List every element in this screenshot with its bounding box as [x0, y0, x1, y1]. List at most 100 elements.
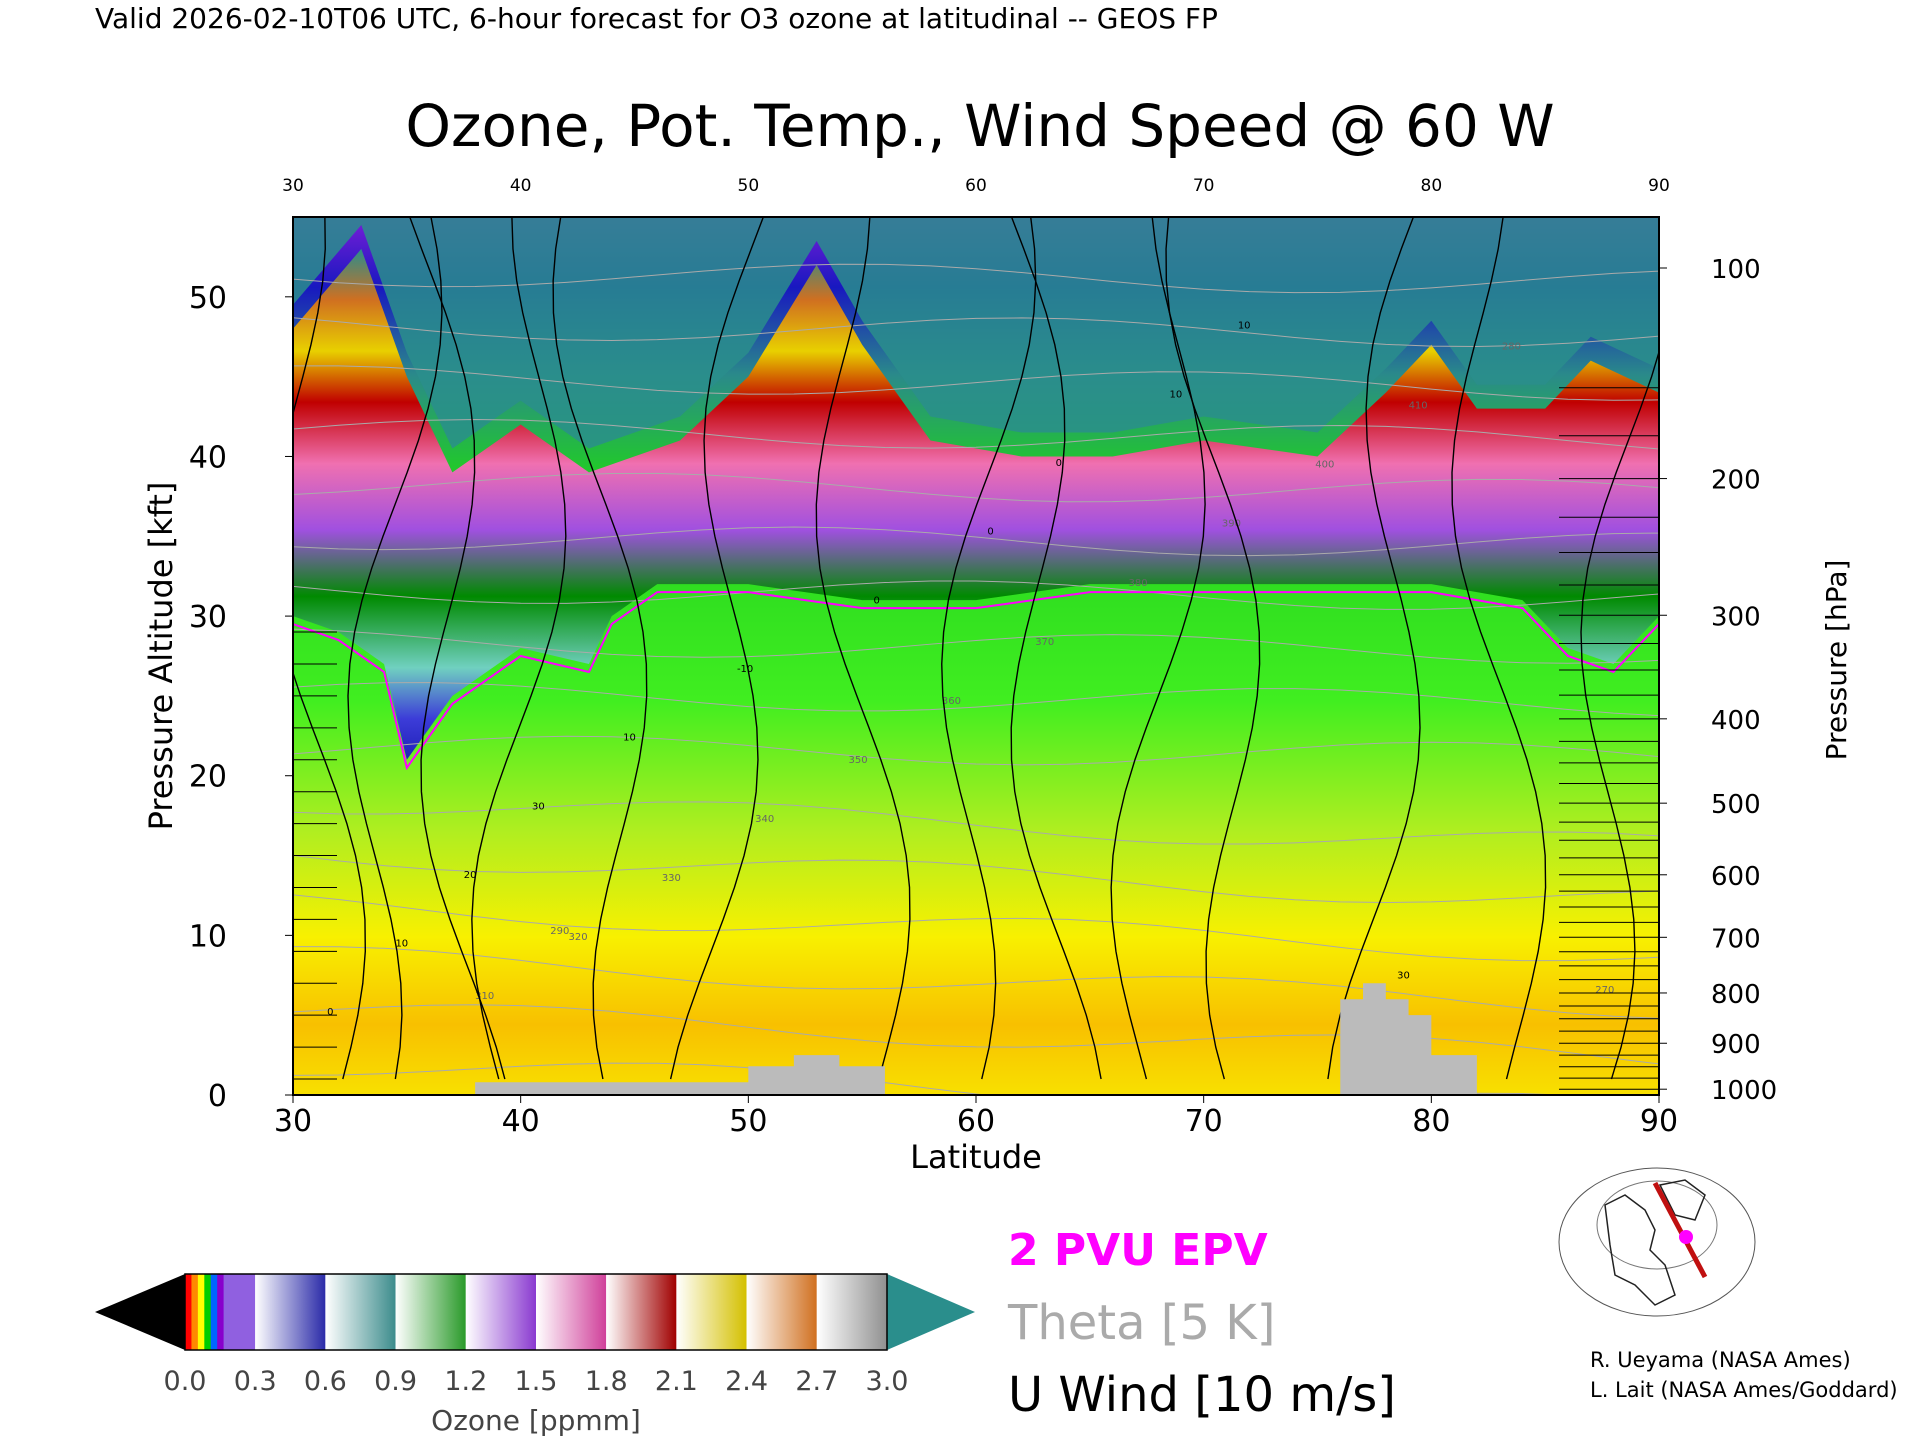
theta-label: 290 [550, 926, 569, 937]
colorbar-tick-label: 0.3 [234, 1366, 277, 1397]
y2-tick-label: 400 [1711, 706, 1761, 736]
colorbar-tick-label: 1.8 [585, 1366, 628, 1397]
wind-contour [409, 217, 506, 1080]
wind-contour [1010, 217, 1102, 1080]
theta-label: 380 [1129, 578, 1148, 589]
colorbar-frame [184, 1273, 888, 1351]
colorbar-block [746, 1274, 817, 1350]
map-coastline [1658, 1179, 1706, 1221]
credits: R. Ueyama (NASA Ames) L. Lait (NASA Ames… [1590, 1345, 1898, 1405]
colorbar-tick-label: 2.1 [655, 1366, 698, 1397]
theta-label: 350 [849, 755, 868, 766]
y-axis-label: Pressure Altitude [kft] [142, 482, 180, 831]
theta-contour [293, 946, 1659, 1019]
u-wind-contours: 0 10 20 30 10 -10 0 0 0 10 10 30 [293, 217, 1659, 1080]
colorbar-rainbow-cell [223, 1274, 256, 1350]
colorbar-block [255, 1274, 326, 1350]
wind-label: 10 [623, 733, 636, 744]
upper-ozone-layer [293, 217, 1659, 449]
x-tick-label: 80 [1412, 1104, 1450, 1139]
x-top-tick-label: 30 [282, 176, 304, 196]
theta-contour [293, 894, 1659, 962]
colorbar-block [676, 1274, 747, 1350]
colorbar-rainbow-block [185, 1274, 256, 1350]
wind-label: 20 [464, 870, 477, 881]
colorbar-block [395, 1274, 466, 1350]
theta-label: 370 [1035, 637, 1054, 648]
x-top-tick-label: 50 [738, 176, 760, 196]
y2-tick-label: 700 [1711, 924, 1761, 954]
wind-label: 0 [874, 595, 880, 606]
y2-tick-label: 500 [1711, 790, 1761, 820]
y-tick-label: 40 [189, 440, 227, 475]
colorbar-block [606, 1274, 677, 1350]
colorbar-label: Ozone [ppmm] [431, 1404, 641, 1437]
x-top-tick-label: 60 [965, 176, 987, 196]
colorbar-tick-label: 2.4 [725, 1366, 768, 1397]
theta-label: 400 [1315, 460, 1334, 471]
ozone-colorbar: 0.0 0.3 0.6 0.9 1.2 1.5 1.8 2.1 2.4 2.7 3.0 Ozone … [95, 1273, 975, 1437]
theta-label: 360 [942, 696, 961, 707]
wind-label: 30 [532, 801, 545, 812]
wind-label: 0 [327, 1007, 333, 1018]
y2-tick-label: 1000 [1711, 1076, 1777, 1106]
colorbar-block [536, 1274, 607, 1350]
wind-label: 30 [1397, 970, 1410, 981]
theta-label: 390 [1222, 519, 1241, 530]
y-tick-label: 0 [208, 1079, 227, 1114]
epv-2pvu-contour [293, 591, 1659, 771]
colorbar-rainbow-cell [210, 1274, 218, 1350]
colorbar-min-triangle [95, 1274, 185, 1350]
colorbar-tick-label: 3.0 [866, 1366, 909, 1397]
terrain-mask [475, 983, 1477, 1095]
x-tick-label: 40 [502, 1104, 540, 1139]
wind-contour [1580, 349, 1659, 1080]
wind-label: 10 [395, 939, 408, 950]
colorbar-tick-label: 1.2 [444, 1366, 487, 1397]
colorbar-rainbow-cell [185, 1274, 192, 1350]
y2-tick-label: 300 [1711, 602, 1761, 632]
colorbar-tick-label: 0.6 [304, 1366, 347, 1397]
y-axis-ticks: 0 10 20 30 40 50 [189, 281, 337, 1114]
theta-contour [293, 580, 1659, 610]
wind-label: 0 [1056, 458, 1062, 469]
theta-label: 310 [475, 991, 494, 1002]
colorbar-tick-label: 2.7 [795, 1366, 838, 1397]
theta-label: 280 [1502, 341, 1521, 352]
colorbar-tick-label: 0.9 [374, 1366, 417, 1397]
wind-contour [1110, 217, 1206, 1080]
header-text: Valid 2026-02-10T06 UTC, 6-hour forecast… [95, 2, 1218, 35]
x-top-tick-label: 80 [1421, 176, 1443, 196]
y2-tick-label: 100 [1711, 255, 1761, 285]
colorbar-block [325, 1274, 396, 1350]
cross-section-marker [1679, 1230, 1693, 1244]
wind-contour [293, 217, 366, 1080]
x-top-tick-label: 90 [1648, 176, 1670, 196]
wind-contour [941, 217, 1037, 1080]
credit-line-2: L. Lait (NASA Ames/Goddard) [1590, 1378, 1898, 1402]
y2-tick-label: 200 [1711, 466, 1761, 496]
y2-axis-label: Pressure [hPa] [1820, 560, 1853, 761]
x-tick-label: 60 [957, 1104, 995, 1139]
wind-contour [552, 217, 648, 1080]
map-graticule [1596, 1180, 1718, 1270]
theta-contour [293, 682, 1659, 717]
y-tick-label: 50 [189, 281, 227, 316]
x-tick-label: 90 [1640, 1104, 1678, 1139]
theta-contour [293, 472, 1659, 503]
location-map-inset [1558, 1167, 1756, 1317]
y-tick-label: 30 [189, 600, 227, 635]
colorbar-rainbow-cell [204, 1274, 212, 1350]
theta-contour [293, 526, 1659, 557]
colorbar-block [465, 1274, 536, 1350]
y2-tick-label: 800 [1711, 980, 1761, 1010]
map-graticule [1558, 1167, 1756, 1317]
colorbar-block [816, 1274, 887, 1350]
theta-label: 270 [1595, 985, 1614, 996]
map-coastline [1604, 1194, 1676, 1306]
theta-contour [293, 801, 1659, 845]
legend-theta: Theta [5 K] [1008, 1295, 1276, 1351]
y-tick-label: 10 [189, 919, 227, 954]
x-tick-label: 70 [1185, 1104, 1223, 1139]
wind-label: 10 [1170, 389, 1183, 400]
